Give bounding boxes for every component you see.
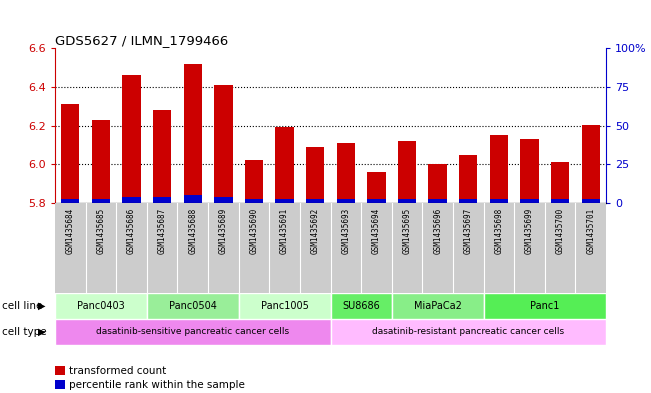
Text: GSM1435694: GSM1435694 xyxy=(372,208,381,254)
Bar xyxy=(147,293,239,319)
Text: Panc0504: Panc0504 xyxy=(169,301,217,311)
Bar xyxy=(306,147,324,203)
Text: GSM1435698: GSM1435698 xyxy=(494,208,503,254)
Bar xyxy=(92,120,110,203)
Bar xyxy=(245,199,263,203)
Text: GSM1435691: GSM1435691 xyxy=(280,208,289,254)
Text: GSM1435700: GSM1435700 xyxy=(555,208,564,254)
Text: Panc1005: Panc1005 xyxy=(260,301,309,311)
Bar xyxy=(428,164,447,203)
Bar xyxy=(551,162,569,203)
Text: GSM1435701: GSM1435701 xyxy=(586,208,595,254)
Text: Panc0403: Panc0403 xyxy=(77,301,125,311)
Bar xyxy=(275,127,294,203)
Bar xyxy=(367,199,385,203)
Bar xyxy=(428,199,447,203)
Bar xyxy=(459,154,477,203)
Bar xyxy=(92,199,110,203)
Text: SU8686: SU8686 xyxy=(342,301,380,311)
Bar xyxy=(306,199,324,203)
Bar xyxy=(337,199,355,203)
Bar xyxy=(581,125,600,203)
Bar xyxy=(122,197,141,203)
Bar xyxy=(520,139,538,203)
Bar xyxy=(367,172,385,203)
Bar xyxy=(551,199,569,203)
Text: GSM1435695: GSM1435695 xyxy=(402,208,411,254)
Bar xyxy=(239,293,331,319)
Text: GSM1435687: GSM1435687 xyxy=(158,208,167,254)
Bar xyxy=(214,197,232,203)
Text: GSM1435685: GSM1435685 xyxy=(96,208,105,254)
Text: GSM1435696: GSM1435696 xyxy=(433,208,442,254)
Text: GSM1435690: GSM1435690 xyxy=(249,208,258,254)
Bar xyxy=(184,64,202,203)
Text: Panc1: Panc1 xyxy=(530,301,559,311)
Bar xyxy=(392,293,484,319)
Bar xyxy=(331,293,392,319)
Text: GSM1435688: GSM1435688 xyxy=(188,208,197,254)
Text: GSM1435697: GSM1435697 xyxy=(464,208,473,254)
Bar xyxy=(275,199,294,203)
Text: ▶: ▶ xyxy=(38,327,46,337)
Bar xyxy=(484,293,606,319)
Bar xyxy=(337,143,355,203)
Bar xyxy=(61,199,79,203)
Bar xyxy=(214,85,232,203)
Text: GDS5627 / ILMN_1799466: GDS5627 / ILMN_1799466 xyxy=(55,34,229,47)
Text: GSM1435692: GSM1435692 xyxy=(311,208,320,254)
Text: GSM1435686: GSM1435686 xyxy=(127,208,136,254)
Bar xyxy=(398,141,416,203)
Text: transformed count: transformed count xyxy=(69,365,166,375)
Text: MiaPaCa2: MiaPaCa2 xyxy=(413,301,462,311)
Bar xyxy=(490,135,508,203)
Bar xyxy=(55,293,147,319)
Bar xyxy=(184,195,202,203)
Bar xyxy=(581,199,600,203)
Bar xyxy=(245,160,263,203)
Text: GSM1435699: GSM1435699 xyxy=(525,208,534,254)
Text: ▶: ▶ xyxy=(38,301,46,311)
Bar xyxy=(490,199,508,203)
Bar xyxy=(153,197,171,203)
Bar xyxy=(61,104,79,203)
Bar xyxy=(153,110,171,203)
Bar xyxy=(122,75,141,203)
Text: GSM1435684: GSM1435684 xyxy=(66,208,75,254)
Text: cell type: cell type xyxy=(2,327,47,337)
Text: cell line: cell line xyxy=(2,301,42,311)
Text: dasatinib-resistant pancreatic cancer cells: dasatinib-resistant pancreatic cancer ce… xyxy=(372,327,564,336)
Bar xyxy=(55,319,331,345)
Text: GSM1435689: GSM1435689 xyxy=(219,208,228,254)
Bar xyxy=(398,199,416,203)
Bar xyxy=(520,199,538,203)
Text: percentile rank within the sample: percentile rank within the sample xyxy=(69,380,245,389)
Bar xyxy=(459,199,477,203)
Text: dasatinib-sensitive pancreatic cancer cells: dasatinib-sensitive pancreatic cancer ce… xyxy=(96,327,289,336)
Text: GSM1435693: GSM1435693 xyxy=(341,208,350,254)
Bar xyxy=(331,319,606,345)
